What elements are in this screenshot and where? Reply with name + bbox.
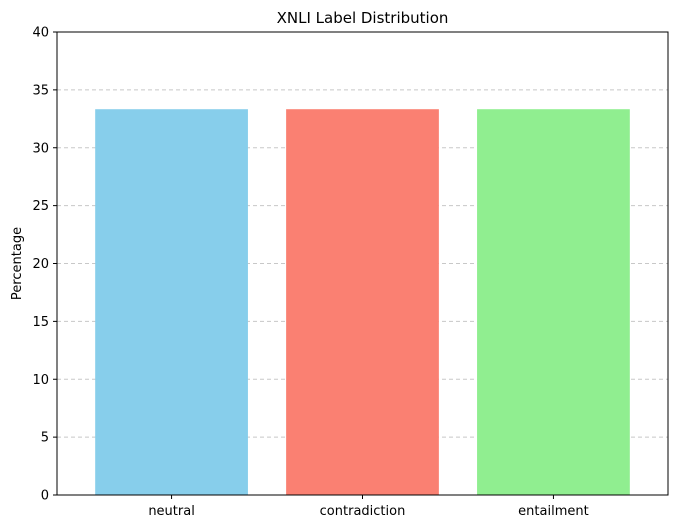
- x-tick-label: neutral: [148, 504, 195, 519]
- y-ticks: 0 5 10 15 20 25 30 35 40: [32, 26, 57, 504]
- y-tick-label: 40: [32, 26, 49, 41]
- x-tick-label: contradiction: [320, 504, 406, 519]
- y-tick-label: 15: [32, 315, 49, 330]
- y-tick-label: 10: [32, 373, 49, 388]
- bar-entailment: [477, 109, 630, 495]
- y-tick-label: 5: [41, 431, 49, 446]
- bar-contradiction: [286, 109, 439, 495]
- y-tick-label: 0: [41, 489, 49, 504]
- chart-title: XNLI Label Distribution: [277, 9, 449, 27]
- x-ticks: neutral contradiction entailment: [148, 495, 589, 519]
- x-tick-label: entailment: [518, 504, 589, 519]
- bars: [95, 109, 630, 495]
- bar-neutral: [95, 109, 248, 495]
- y-tick-label: 35: [32, 83, 49, 98]
- y-tick-label: 25: [32, 199, 49, 214]
- y-tick-label: 30: [32, 141, 49, 156]
- y-axis-label: Percentage: [10, 227, 25, 300]
- y-tick-label: 20: [32, 257, 49, 272]
